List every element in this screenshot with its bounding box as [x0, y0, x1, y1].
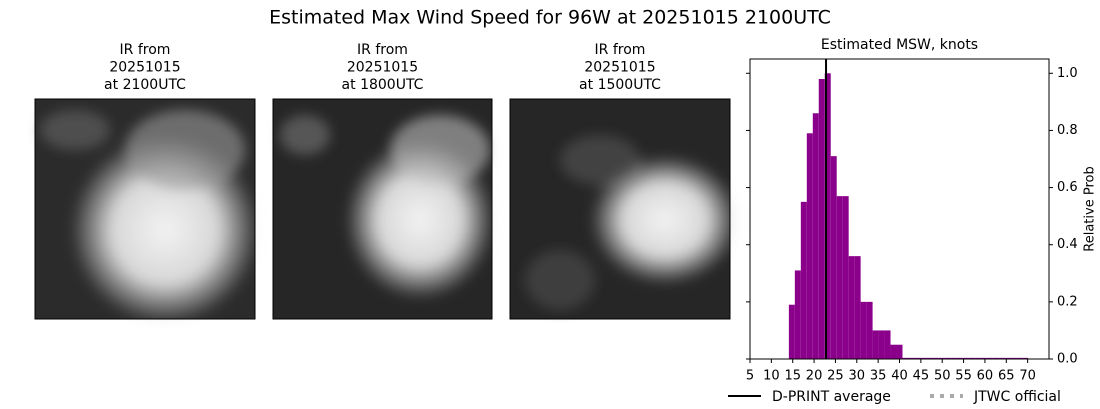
bar — [920, 357, 927, 359]
bar — [830, 156, 837, 359]
bar — [962, 357, 969, 359]
bar — [902, 357, 909, 359]
x-tick-label: 65 — [998, 369, 1015, 384]
y-tick-label: 0.8 — [1057, 123, 1078, 138]
bar — [986, 357, 993, 359]
bar — [974, 357, 981, 359]
bar — [884, 330, 891, 359]
bar — [800, 201, 807, 359]
bar — [1022, 357, 1029, 359]
bar — [998, 357, 1005, 359]
x-tick-label: 25 — [827, 369, 844, 384]
bar — [866, 301, 873, 359]
bar — [890, 344, 897, 359]
bar — [1016, 357, 1023, 359]
y-tick-label: 1.0 — [1057, 66, 1078, 81]
figure-title: Estimated Max Wind Speed for 96W at 2025… — [269, 7, 831, 29]
x-tick-label: 55 — [955, 369, 972, 384]
panel-title: at 2100UTC — [104, 77, 186, 93]
bar — [788, 304, 795, 359]
bar — [896, 344, 903, 359]
x-tick-label: 20 — [806, 369, 823, 384]
panel-title: at 1800UTC — [342, 77, 424, 93]
panel-title: IR from — [357, 42, 408, 58]
bar — [824, 73, 831, 360]
y-tick-label: 0.2 — [1057, 294, 1078, 309]
bar — [926, 357, 933, 359]
x-tick-label: 60 — [977, 369, 994, 384]
bar — [944, 357, 951, 359]
satellite-images — [34, 98, 740, 325]
bar — [1010, 357, 1017, 359]
bar — [878, 330, 885, 359]
panel-title: IR from — [595, 42, 646, 58]
bar — [842, 196, 849, 359]
bar — [860, 301, 867, 359]
bar — [968, 357, 975, 359]
bar — [1004, 357, 1011, 359]
bar — [848, 256, 855, 359]
x-tick-label: 15 — [784, 369, 801, 384]
chart-title: Estimated MSW, knots — [821, 37, 978, 53]
bar — [806, 133, 813, 359]
panel-title: 20251015 — [584, 60, 655, 76]
x-tick-label: 10 — [763, 369, 780, 384]
y-tick-label: 0.0 — [1057, 352, 1078, 367]
bar — [956, 357, 963, 359]
bar — [818, 79, 825, 359]
y-axis-label: Relative Prob — [1083, 166, 1098, 251]
x-tick-label: 45 — [913, 369, 930, 384]
bar — [908, 357, 915, 359]
bar — [914, 357, 921, 359]
bar — [854, 256, 861, 359]
panel-title: 20251015 — [347, 60, 418, 76]
x-tick-label: 70 — [1019, 369, 1036, 384]
panel-title: at 1500UTC — [579, 77, 661, 93]
legend-label: JTWC official — [973, 389, 1061, 405]
x-tick-label: 40 — [891, 369, 908, 384]
y-tick-label: 0.4 — [1057, 237, 1078, 252]
y-tick-label: 0.6 — [1057, 180, 1078, 195]
bar — [812, 113, 819, 360]
bar — [794, 270, 801, 359]
x-tick-label: 50 — [934, 369, 951, 384]
bar — [836, 196, 843, 359]
panel-title: IR from — [120, 42, 171, 58]
bar — [992, 357, 999, 359]
legend-label: D-PRINT average — [772, 389, 891, 405]
bar — [938, 357, 945, 359]
panel-title: 20251015 — [109, 60, 180, 76]
bar — [950, 357, 957, 359]
x-tick-label: 35 — [870, 369, 887, 384]
bar — [932, 357, 939, 359]
bar — [980, 357, 987, 359]
x-tick-label: 5 — [746, 369, 754, 384]
bar — [872, 330, 879, 359]
x-tick-label: 30 — [849, 369, 866, 384]
